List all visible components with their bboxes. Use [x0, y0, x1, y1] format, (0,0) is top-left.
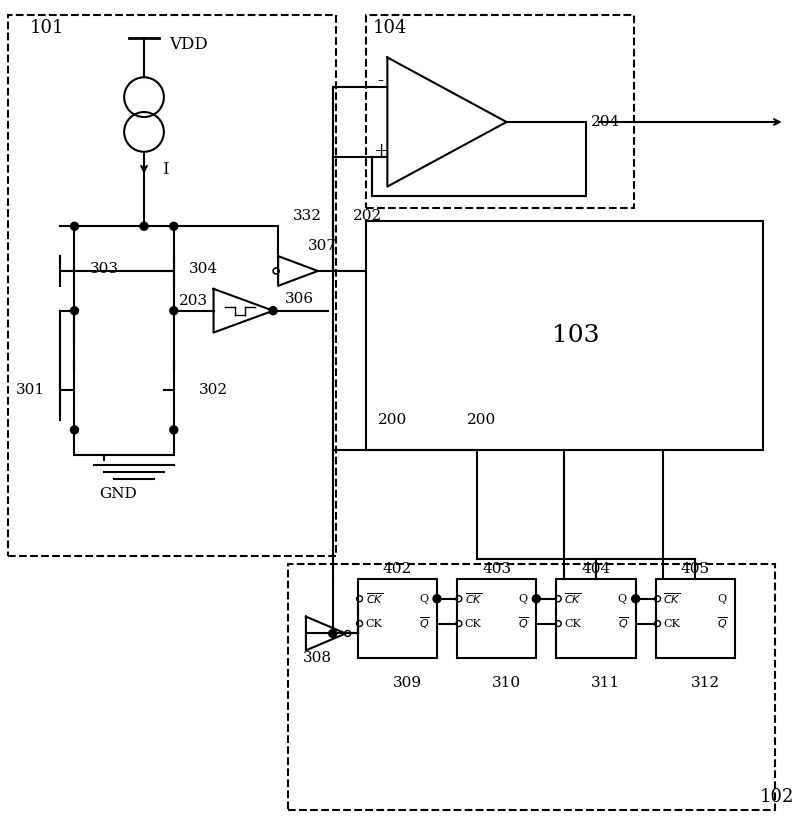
Text: 302: 302 — [198, 383, 228, 397]
Text: 303: 303 — [90, 262, 118, 276]
Text: 104: 104 — [373, 19, 407, 36]
Text: $\overline{CK}$: $\overline{CK}$ — [465, 591, 482, 606]
Text: VDD: VDD — [169, 36, 207, 53]
Text: 102: 102 — [760, 788, 794, 806]
Text: Q: Q — [618, 594, 627, 604]
Text: 405: 405 — [681, 562, 710, 576]
Text: $\overline{Q}$: $\overline{Q}$ — [419, 616, 430, 631]
Bar — [8, 15, 336, 556]
Text: 332: 332 — [293, 209, 322, 223]
Text: 306: 306 — [285, 292, 314, 306]
Circle shape — [170, 426, 178, 434]
Bar — [655, 579, 735, 658]
Text: 304: 304 — [189, 262, 218, 276]
Circle shape — [433, 595, 441, 603]
Text: 200: 200 — [378, 413, 407, 427]
Circle shape — [632, 595, 640, 603]
Circle shape — [70, 222, 78, 230]
Text: +: + — [373, 141, 388, 160]
Text: 308: 308 — [303, 652, 332, 666]
Text: Q: Q — [518, 594, 527, 604]
Text: CK: CK — [663, 619, 680, 629]
Text: 403: 403 — [482, 562, 511, 576]
Text: I: I — [162, 161, 169, 178]
Circle shape — [532, 595, 540, 603]
Text: 310: 310 — [492, 676, 521, 691]
Text: 404: 404 — [582, 562, 610, 576]
Bar — [366, 15, 634, 208]
Bar — [457, 579, 536, 658]
Text: CK: CK — [366, 619, 382, 629]
Text: 202: 202 — [353, 209, 382, 223]
Bar — [556, 579, 636, 658]
Text: 103: 103 — [552, 324, 600, 347]
Text: 101: 101 — [30, 19, 64, 36]
Circle shape — [140, 222, 148, 230]
Text: 311: 311 — [591, 676, 621, 691]
Text: 402: 402 — [382, 562, 412, 576]
Text: CK: CK — [465, 619, 482, 629]
Text: 204: 204 — [591, 115, 620, 129]
Text: CK: CK — [564, 619, 581, 629]
Text: 301: 301 — [15, 383, 45, 397]
Circle shape — [170, 307, 178, 315]
Text: GND: GND — [99, 487, 137, 501]
Text: $\overline{CK}$: $\overline{CK}$ — [366, 591, 383, 606]
Bar — [358, 579, 437, 658]
Text: -: - — [378, 72, 383, 90]
Text: 203: 203 — [179, 294, 208, 308]
Text: $\overline{Q}$: $\overline{Q}$ — [717, 616, 728, 631]
Text: Q: Q — [717, 594, 726, 604]
Text: 312: 312 — [690, 676, 720, 691]
Text: $\overline{CK}$: $\overline{CK}$ — [564, 591, 582, 606]
Bar — [288, 564, 774, 810]
Circle shape — [70, 307, 78, 315]
Circle shape — [329, 629, 337, 638]
Text: $\overline{Q}$: $\overline{Q}$ — [618, 616, 629, 631]
Text: $\overline{CK}$: $\overline{CK}$ — [663, 591, 682, 606]
Text: $\overline{Q}$: $\overline{Q}$ — [518, 616, 530, 631]
Circle shape — [170, 222, 178, 230]
Text: 200: 200 — [467, 413, 496, 427]
Text: 309: 309 — [393, 676, 422, 691]
Bar — [366, 222, 762, 450]
Text: Q: Q — [419, 594, 428, 604]
Text: 307: 307 — [308, 239, 337, 253]
Circle shape — [269, 307, 277, 315]
Circle shape — [70, 426, 78, 434]
